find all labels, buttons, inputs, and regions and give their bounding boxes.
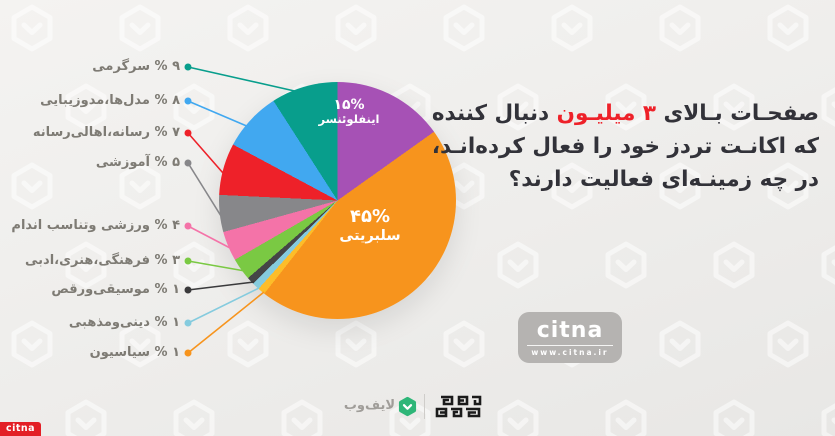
headline: صفحـات بـالای ۳ میلیـون دنبال کننده که ا… <box>419 97 819 196</box>
callout-models: ۸ % مدل‌ها،مدوزیبایی <box>40 93 180 108</box>
slice-percent: ۱۵% <box>333 97 365 113</box>
callout-sports: ۴ % ورزشی وتناسب اندام <box>11 218 180 233</box>
callout-education: ۵ % آموزشی <box>95 155 180 170</box>
headline-post: دنبال کننده که اکانـت تردز خود را فعال ک… <box>431 101 819 192</box>
square-kufic-logo-icon <box>435 395 482 418</box>
pie-slice-label-celebrity: ۴۵% سلبریتی <box>324 206 416 244</box>
slice-name: سلبریتی <box>339 227 401 244</box>
callout-entertainment: ۹ % سرگرمی <box>92 59 180 74</box>
footer-divider <box>424 394 425 419</box>
pie-slice-label-influencer: ۱۵% اینفلوئنسر <box>314 97 384 126</box>
callout-religion: ۱ % دینی‌ومذهبی <box>68 315 180 330</box>
citna-logo-url: www.citna.ir <box>527 344 613 357</box>
lifeweb-hexagon-icon <box>398 396 417 417</box>
slice-name: اینفلوئنسر <box>318 112 380 127</box>
headline-pre: صفحـات بـالای <box>656 101 819 126</box>
callout-culture: ۳ % فرهنگی،هنری،ادبی <box>24 253 180 268</box>
footer-logos: لایف‌وب <box>0 394 835 422</box>
slice-percent: ۴۵% <box>349 206 390 227</box>
callout-music: ۱ % موسیقی‌ورقص <box>51 282 180 297</box>
headline-highlight: ۳ میلیـون <box>556 101 657 126</box>
callout-media: ۷ % رسانه،اهالی‌رسانه <box>32 125 180 140</box>
citna-logo-text: citna <box>536 317 604 343</box>
citna-corner-badge: citna <box>0 422 41 436</box>
lifeweb-logo-text: لایف‌وب <box>343 398 395 413</box>
callout-politicians: ۱ % سیاسیون <box>89 345 180 360</box>
citna-watermark-logo: citna www.citna.ir <box>518 312 622 363</box>
pie-chart <box>219 82 456 319</box>
